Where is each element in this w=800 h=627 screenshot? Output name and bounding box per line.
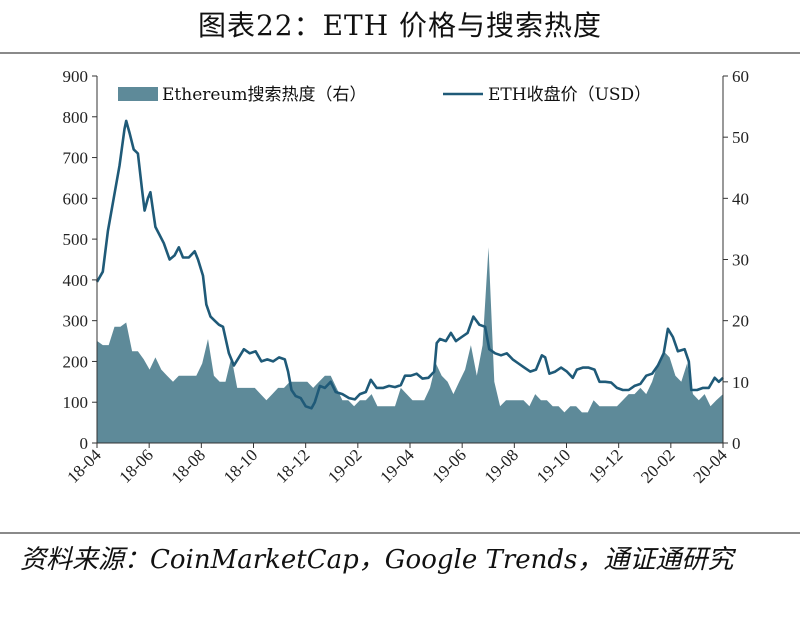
x-axis-tick-label: 19-04 bbox=[376, 445, 418, 487]
right-axis-tick-label: 20 bbox=[732, 312, 749, 331]
left-axis-tick-label: 500 bbox=[63, 230, 89, 249]
legend-swatch-search-heat bbox=[118, 87, 158, 101]
right-axis-tick-label: 10 bbox=[732, 373, 749, 392]
right-axis-tick-label: 0 bbox=[732, 434, 741, 453]
left-axis-tick-label: 600 bbox=[63, 189, 89, 208]
right-axis-tick-label: 50 bbox=[732, 128, 749, 147]
top-divider bbox=[0, 52, 800, 54]
x-axis-tick-label: 19-08 bbox=[481, 445, 522, 486]
left-axis-tick-label: 300 bbox=[63, 312, 89, 331]
x-axis-tick-label: 20-04 bbox=[689, 445, 731, 487]
chart: 0 100 200 300 400 500 600 700 800 900 0 10 20 30 40 50 6… bbox=[63, 67, 750, 487]
legend-label-eth-price: ETH收盘价（USD） bbox=[488, 85, 651, 105]
x-axis-tick-label: 19-10 bbox=[533, 445, 574, 486]
x-axis-tick-label: 18-06 bbox=[116, 445, 157, 486]
search-heat-area bbox=[97, 247, 723, 443]
source-note: 资料来源：CoinMarketCap，Google Trends，通证通研究 bbox=[20, 545, 734, 575]
left-axis-tick-label: 800 bbox=[63, 108, 89, 127]
eth-price-line-layer bbox=[95, 119, 724, 410]
left-axis-tick-label: 400 bbox=[63, 271, 89, 290]
eth-price-line bbox=[95, 119, 724, 410]
right-axis-tick-label: 40 bbox=[732, 189, 749, 208]
x-axis-tick-label: 18-04 bbox=[63, 445, 105, 487]
x-axis-tick-label: 18-12 bbox=[272, 445, 313, 486]
x-axis-tick-label: 18-10 bbox=[220, 445, 261, 486]
left-axis-tick-label: 700 bbox=[63, 149, 89, 168]
x-axis-tick-label: 19-02 bbox=[324, 445, 365, 486]
x-axis-tick-label: 18-08 bbox=[168, 445, 209, 486]
chart-title: 图表22：ETH 价格与搜索热度 bbox=[197, 9, 603, 42]
right-axis-tick-label: 60 bbox=[732, 67, 749, 86]
x-axis-tick-label: 20-02 bbox=[637, 445, 678, 486]
left-axis-tick-label: 0 bbox=[80, 434, 89, 453]
left-axis-tick-label: 900 bbox=[63, 67, 89, 86]
legend-label-search-heat: Ethereum搜索热度（右） bbox=[162, 85, 367, 105]
bottom-divider bbox=[0, 532, 800, 534]
x-axis-tick-label: 19-06 bbox=[429, 445, 470, 486]
left-axis-tick-label: 100 bbox=[63, 393, 89, 412]
right-axis-tick-label: 30 bbox=[732, 251, 749, 270]
search-heat-area-layer bbox=[97, 247, 723, 443]
left-axis-tick-label: 200 bbox=[63, 352, 89, 371]
x-axis-tick-label: 19-12 bbox=[585, 445, 626, 486]
legend: Ethereum搜索热度（右） ETH收盘价（USD） bbox=[118, 85, 651, 105]
